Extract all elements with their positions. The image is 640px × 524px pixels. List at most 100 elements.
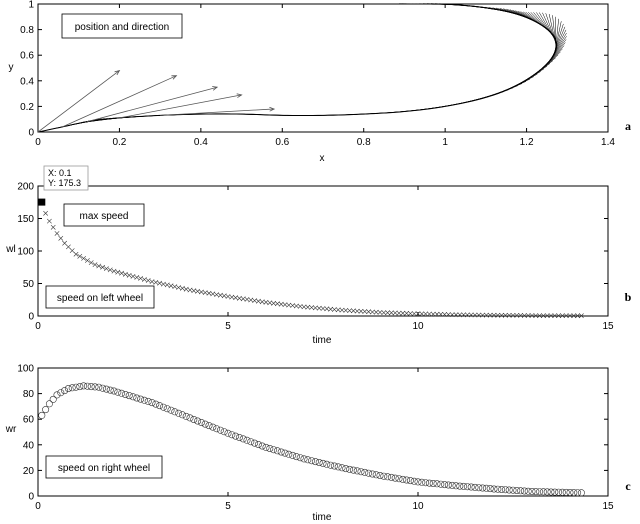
data-point-left-wheel (339, 307, 345, 313)
direction-arrow (160, 108, 275, 116)
data-point-right-wheel (410, 477, 418, 485)
c-ytick-label: 20 (23, 466, 35, 477)
data-point-left-wheel (476, 312, 482, 318)
panel-label-a: a (625, 119, 631, 133)
data-point-right-wheel (330, 462, 338, 470)
a-xtick-label: 1 (442, 137, 448, 148)
data-point-right-wheel (114, 388, 122, 396)
data-point-left-wheel (301, 304, 307, 310)
c-ytick-label: 60 (23, 415, 35, 426)
data-point-right-wheel (53, 391, 61, 399)
data-point-right-wheel (501, 486, 509, 494)
data-point-right-wheel (517, 487, 525, 495)
data-point-right-wheel (266, 444, 274, 452)
data-point-left-wheel (506, 312, 512, 318)
datatip[interactable]: X: 0.1 Y: 175.3 (43, 165, 89, 191)
data-point-left-wheel (286, 302, 292, 308)
data-point-right-wheel (486, 485, 494, 493)
data-point-left-wheel (461, 312, 467, 318)
data-layer-b (39, 199, 584, 319)
b-ytick-label: 150 (17, 214, 34, 225)
data-point-left-wheel (54, 231, 60, 236)
data-point-left-wheel (404, 310, 410, 316)
data-point-left-wheel (62, 240, 68, 246)
datatip-y: Y: 175.3 (48, 178, 81, 188)
data-point-right-wheel (532, 488, 540, 496)
a-ytick-label: 0.8 (20, 25, 34, 36)
data-point-right-wheel (327, 461, 335, 469)
data-point-right-wheel (213, 425, 221, 433)
data-point-right-wheel (171, 408, 179, 416)
data-point-right-wheel (209, 423, 217, 431)
data-point-left-wheel (115, 269, 121, 275)
data-point-left-wheel (43, 210, 49, 216)
b-xtick-label: 15 (602, 321, 614, 332)
data-point-left-wheel (354, 308, 360, 314)
annotation-box-left-wheel: speed on left wheel (45, 285, 155, 309)
c-ytick-label: 40 (23, 440, 35, 451)
data-point-right-wheel (315, 458, 323, 466)
annotation-box-right-wheel: speed on right wheel (45, 455, 163, 479)
data-point-right-wheel (365, 469, 373, 477)
datatip-marker[interactable] (38, 198, 46, 206)
data-point-left-wheel (309, 305, 315, 310)
data-point-right-wheel (220, 428, 228, 436)
data-point-right-wheel (289, 451, 297, 459)
data-point-left-wheel (65, 244, 71, 250)
data-point-left-wheel (438, 311, 444, 317)
data-point-left-wheel (366, 309, 372, 315)
data-point-left-wheel (464, 312, 470, 318)
data-point-right-wheel (463, 483, 471, 491)
data-point-right-wheel (452, 482, 460, 490)
data-point-right-wheel (524, 487, 532, 495)
data-point-left-wheel (423, 311, 429, 317)
data-point-right-wheel (186, 414, 194, 422)
annotation-max-speed: max speed (80, 211, 129, 222)
data-point-right-wheel (45, 400, 53, 408)
data-point-left-wheel (73, 251, 79, 257)
data-point-right-wheel (49, 395, 57, 403)
data-point-left-wheel (164, 282, 170, 288)
data-point-right-wheel (577, 489, 585, 497)
data-point-right-wheel (72, 383, 80, 391)
c-ytick-label: 80 (23, 389, 35, 400)
data-point-right-wheel (76, 383, 84, 391)
data-point-left-wheel (381, 310, 387, 316)
direction-arrowhead (171, 75, 178, 80)
data-point-left-wheel (141, 277, 147, 282)
data-point-right-wheel (80, 382, 88, 390)
data-layer-c (38, 382, 585, 497)
data-point-left-wheel (358, 308, 364, 314)
data-point-right-wheel (372, 471, 380, 479)
data-point-right-wheel (148, 399, 156, 407)
data-point-left-wheel (88, 260, 94, 266)
data-point-right-wheel (498, 485, 506, 493)
data-point-right-wheel (300, 455, 308, 463)
data-point-right-wheel (281, 449, 289, 457)
data-point-right-wheel (232, 432, 240, 440)
data-point-right-wheel (273, 447, 281, 455)
data-point-left-wheel (548, 313, 554, 319)
data-point-left-wheel (540, 313, 546, 319)
data-point-left-wheel (149, 279, 155, 285)
data-point-right-wheel (513, 486, 521, 494)
data-point-right-wheel (490, 485, 498, 493)
data-point-right-wheel (311, 458, 319, 466)
data-point-right-wheel (106, 386, 114, 394)
data-point-left-wheel (396, 310, 402, 316)
data-point-right-wheel (334, 463, 342, 471)
data-point-right-wheel (68, 384, 76, 392)
data-point-right-wheel (562, 488, 570, 496)
data-point-right-wheel (197, 418, 205, 426)
data-point-right-wheel (258, 442, 266, 450)
data-point-right-wheel (118, 389, 126, 397)
data-point-right-wheel (536, 488, 544, 496)
a-xtick-label: 0.6 (275, 137, 289, 148)
a-xtick-label: 0.2 (112, 137, 126, 148)
data-point-right-wheel (380, 472, 388, 480)
data-point-left-wheel (514, 312, 520, 318)
data-point-right-wheel (285, 450, 293, 458)
data-point-right-wheel (194, 417, 202, 425)
direction-arrowhead (114, 69, 121, 76)
data-layer-a (37, 3, 567, 133)
